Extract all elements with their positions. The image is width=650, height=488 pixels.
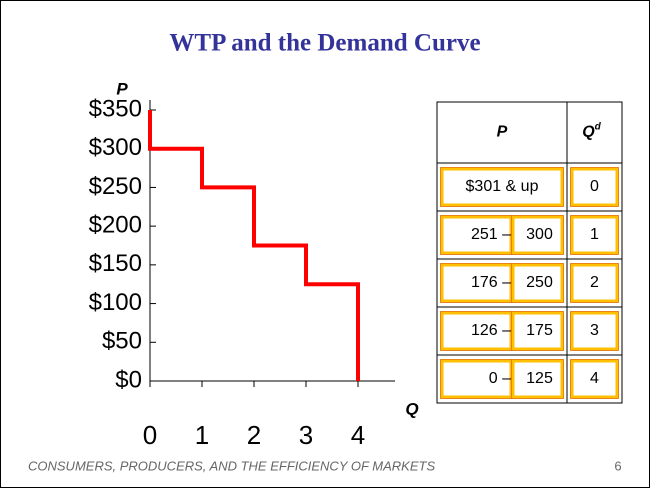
cell-box (511, 359, 564, 399)
y-tick-label: $300 (89, 134, 142, 161)
cell-box (570, 263, 619, 303)
cell-box (570, 215, 619, 255)
demand-curve (148, 110, 360, 381)
table-cell: 300 (526, 226, 553, 243)
cell-box (440, 263, 513, 303)
table-cell: 1 (590, 226, 599, 243)
table-header: P (497, 124, 508, 141)
x-tick-label: 0 (143, 420, 157, 450)
x-axis-label: Q (405, 399, 418, 418)
table-cell: 175 (526, 322, 553, 339)
cell-box (440, 311, 513, 351)
table-cell: 3 (590, 322, 599, 339)
cell-box-edge (440, 167, 564, 207)
cell-box (570, 311, 619, 351)
cell-box (570, 167, 619, 207)
y-axis-label: P (116, 79, 128, 98)
table-cell: 0 (590, 178, 599, 195)
y-tick-label: $0 (115, 366, 142, 393)
cell-box (570, 359, 619, 399)
cell-box-edge (570, 359, 619, 399)
table-cell: 251 – (471, 226, 511, 243)
y-tick-label: $350 (89, 95, 142, 122)
y-tick-label: $50 (102, 328, 142, 355)
cell-box (440, 215, 513, 255)
x-tick-label: 4 (351, 420, 365, 450)
slide-title: WTP and the Demand Curve (169, 30, 480, 57)
table-cell: 125 (526, 370, 553, 387)
page-number: 6 (614, 458, 621, 473)
cell-box-edge (511, 263, 564, 303)
x-tick-label: 2 (247, 420, 261, 450)
y-tick-label: $100 (89, 289, 142, 316)
cell-box-edge (570, 215, 619, 255)
cell-box (511, 311, 564, 351)
cell-box (440, 167, 564, 207)
table-cell: 126 – (471, 322, 511, 339)
y-tick-label: $150 (89, 250, 142, 277)
table-header-q: Q (582, 124, 595, 141)
table-cell: 0 – (489, 370, 511, 387)
table-cell: 2 (590, 274, 599, 291)
cell-box (511, 215, 564, 255)
table-cell: 4 (590, 370, 599, 387)
y-tick-label: $250 (89, 173, 142, 200)
x-tick-label: 3 (299, 420, 313, 450)
cell-box-edge (570, 263, 619, 303)
y-tick-label: $200 (89, 211, 142, 238)
cell-box-edge (511, 311, 564, 351)
cell-box-edge (511, 359, 564, 399)
table-cell: 250 (526, 274, 553, 291)
cell-box (440, 359, 513, 399)
table-cell: $301 & up (466, 178, 539, 195)
table-header: Qd (582, 121, 601, 141)
cell-box-edge (570, 311, 619, 351)
table-cell: 176 – (471, 274, 511, 291)
cell-box-edge (570, 167, 619, 207)
cell-box (511, 263, 564, 303)
cell-box-edge (511, 215, 564, 255)
x-tick-label: 1 (195, 420, 209, 450)
table-header-sup: d (595, 121, 602, 132)
footer-text: CONSUMERS, PRODUCERS, AND THE EFFICIENCY… (28, 458, 435, 473)
